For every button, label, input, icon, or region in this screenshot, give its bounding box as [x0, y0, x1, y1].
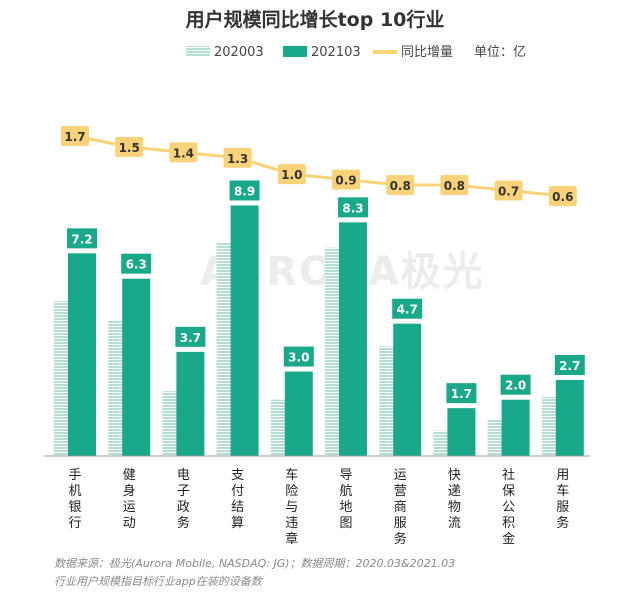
category-label-7: 快递物流: [448, 468, 461, 531]
legend: 202003 202103 同比增量 单位：亿: [186, 45, 526, 60]
line-label-0: 1.7: [64, 130, 85, 144]
bar-202103-2: [176, 351, 205, 456]
category-label-9: 用车服务: [556, 468, 569, 531]
category-label-4: 车险与违章: [285, 467, 298, 547]
growth-line-path: [74, 134, 563, 198]
line-point-8: [494, 180, 523, 201]
value-label-bg-9: [554, 354, 585, 375]
value-label-bg-3: [229, 180, 260, 201]
bar-202103-7: [447, 408, 476, 456]
line-point-5: [332, 169, 360, 190]
value-label-bg-6: [392, 298, 423, 319]
bar-202103-0: [68, 253, 96, 456]
line-label-8: 0.7: [498, 185, 519, 199]
category-label-6: 运营商服务: [394, 468, 407, 547]
line-label-6: 0.8: [390, 179, 411, 193]
bar-202103-1: [122, 278, 151, 456]
chart-title: 用户规模同比增长top 10行业: [186, 8, 445, 31]
unit-label: 单位：亿: [474, 45, 526, 60]
bar-202103-9: [555, 379, 584, 456]
value-label-bg-8: [500, 374, 531, 395]
footer-source: 数据来源：极光(Aurora Mobile, NASDAQ: JG)；数据周期：…: [54, 557, 455, 570]
category-label-0: 手机银行: [68, 468, 81, 531]
value-label-bg-0: [67, 228, 97, 249]
line-point-1: [115, 136, 144, 157]
bar-202103-3: [230, 205, 259, 456]
value-label-6: 4.7: [397, 303, 418, 317]
line-label-3: 1.3: [227, 152, 248, 166]
legend-label-line: 同比增量: [401, 45, 453, 60]
value-label-bg-7: [446, 383, 477, 404]
footer-note: 行业用户规模指目标行业app在装的设备数: [54, 575, 264, 588]
bar-202103-4: [284, 371, 313, 456]
bar-202103-6: [393, 323, 422, 456]
line-point-9: [548, 185, 577, 206]
value-label-bg-4: [283, 346, 314, 367]
line-point-4: [277, 164, 306, 185]
bars: 7.2 6.3 3.7 8.9 3.0 8.3 4.7 1.7 2.0 2.7: [54, 180, 585, 456]
value-label-5: 8.3: [342, 201, 363, 215]
legend-label-202003: 202003: [214, 45, 264, 60]
value-label-4: 3.0: [288, 351, 309, 365]
line-point-2: [169, 142, 198, 163]
category-labels: 手机银行 健身运动 电子政务 支付结算 车险与违章 导航地图 运营商服务 快递物流 社保公积金 用…: [68, 467, 569, 547]
category-label-3: 支付结算: [231, 468, 244, 531]
legend-label-202103: 202103: [311, 45, 361, 60]
legend-swatch-202003: [186, 46, 210, 57]
category-label-2: 电子政务: [177, 468, 190, 531]
category-label-5: 导航地图: [339, 468, 352, 531]
value-label-1: 6.3: [126, 258, 147, 272]
category-label-8: 社保公积金: [502, 467, 515, 547]
value-label-bg-5: [338, 197, 368, 218]
value-label-3: 8.9: [234, 184, 255, 198]
legend-swatch-202103: [283, 46, 307, 57]
value-label-bg-1: [121, 253, 152, 274]
line-point-6: [386, 175, 415, 196]
line-label-1: 1.5: [119, 141, 140, 155]
line-point-7: [440, 175, 469, 196]
value-label-9: 2.7: [559, 359, 580, 373]
line-label-7: 0.8: [444, 179, 465, 193]
line-label-9: 0.6: [552, 190, 573, 204]
line-point-0: [61, 126, 89, 146]
category-label-1: 健身运动: [123, 468, 136, 531]
growth-line: 1.7 1.5 1.4 1.3 1.0 0.9 0.8 0.8 0.7 0.6: [61, 126, 577, 206]
bar-202103-8: [501, 399, 530, 456]
bar-202103-5: [339, 222, 367, 456]
value-label-0: 7.2: [71, 232, 92, 246]
value-label-bg-2: [175, 326, 206, 347]
line-label-4: 1.0: [281, 168, 302, 182]
line-label-5: 0.9: [335, 174, 356, 188]
line-label-2: 1.4: [173, 146, 194, 160]
value-label-7: 1.7: [451, 387, 472, 401]
line-point-3: [223, 147, 252, 168]
value-label-2: 3.7: [180, 331, 201, 345]
value-label-8: 2.0: [505, 379, 526, 393]
